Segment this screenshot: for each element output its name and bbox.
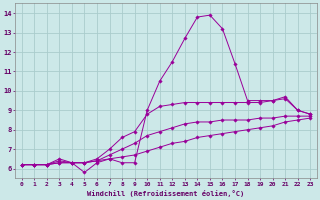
X-axis label: Windchill (Refroidissement éolien,°C): Windchill (Refroidissement éolien,°C)	[87, 190, 244, 197]
